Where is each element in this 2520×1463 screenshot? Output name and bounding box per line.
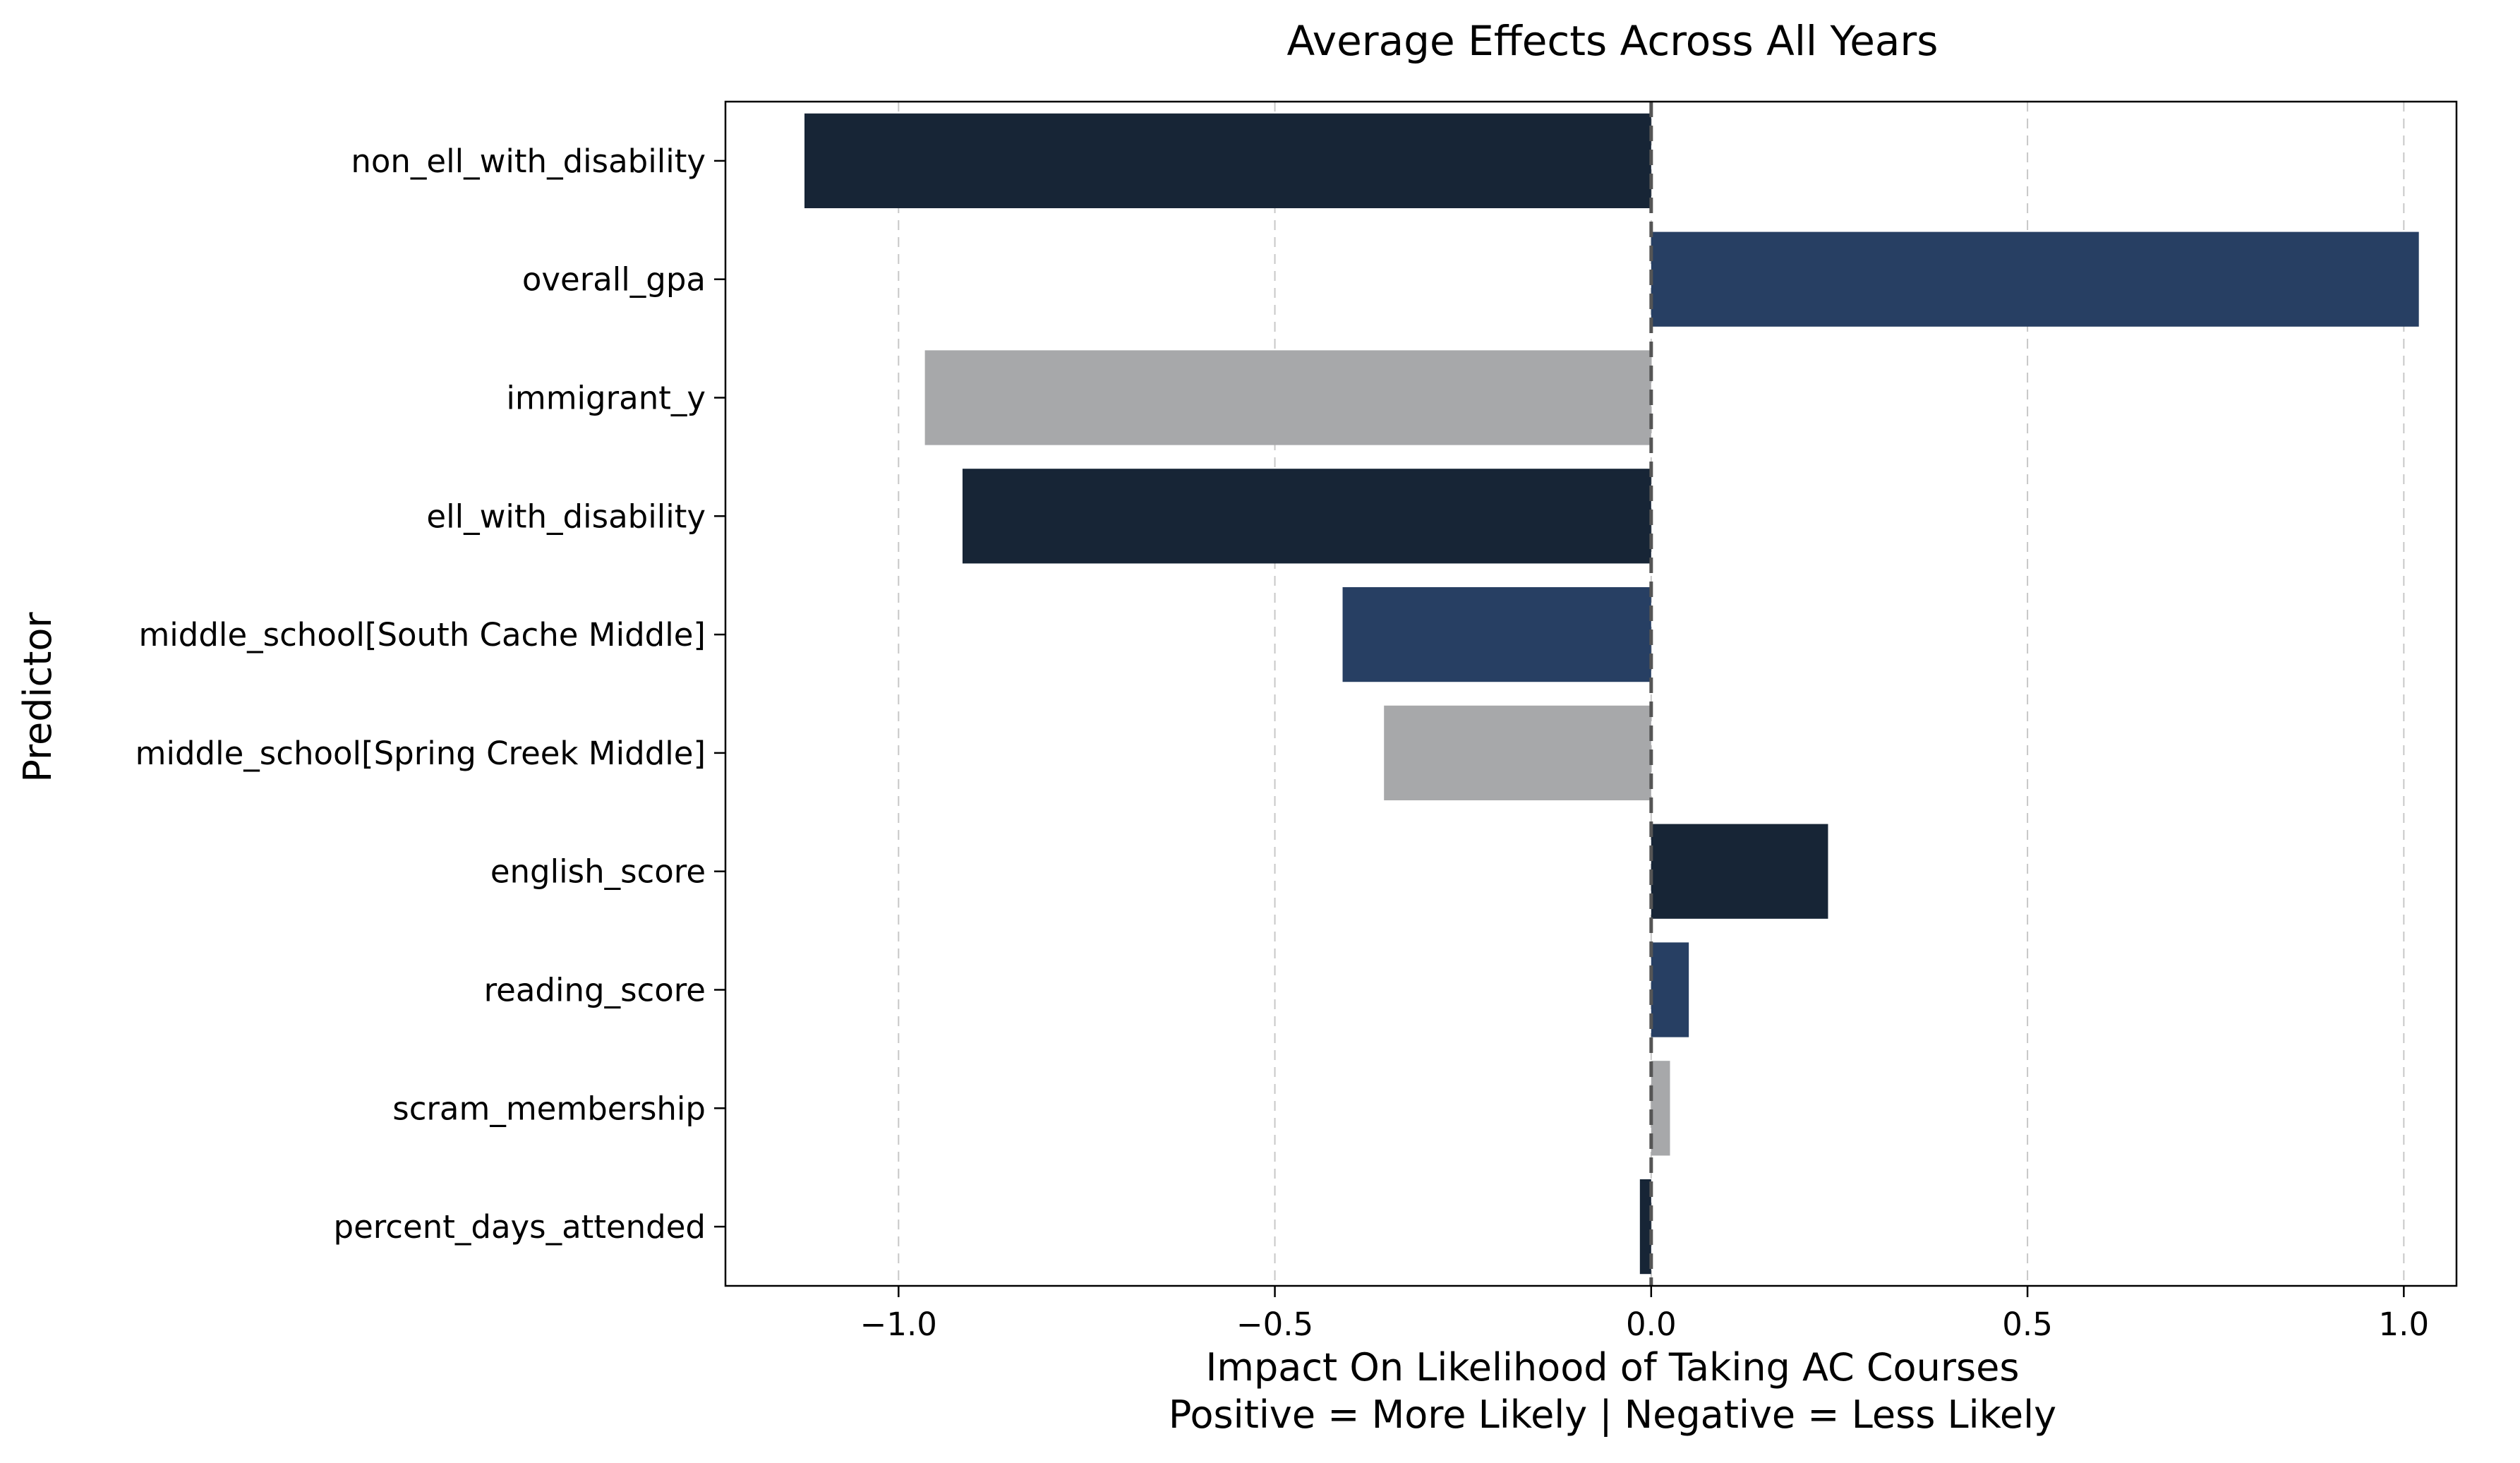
y-tick-label: ell_with_disability bbox=[426, 498, 706, 535]
x-tick-label: 0.5 bbox=[2002, 1306, 2053, 1343]
plot-frame bbox=[724, 100, 2458, 1287]
x-tick-label: 1.0 bbox=[2379, 1306, 2430, 1343]
chart-title: Average Effects Across All Years bbox=[1286, 17, 1938, 65]
x-tick-label: −0.5 bbox=[1236, 1306, 1313, 1343]
bars bbox=[804, 113, 2419, 1275]
y-tick-label: scram_membership bbox=[392, 1090, 706, 1127]
bar-non-ell-with-disability bbox=[804, 113, 1651, 209]
y-tick-label: middle_school[Spring Creek Middle] bbox=[135, 735, 706, 772]
bar-scram-membership bbox=[1651, 1061, 1670, 1156]
x-tick-label: 0.0 bbox=[1626, 1306, 1677, 1343]
bar-percent-days-attended bbox=[1639, 1179, 1651, 1275]
y-tick-label: overall_gpa bbox=[522, 261, 706, 299]
x-axis-label-line2: Positive = More Likely | Negative = Less… bbox=[1169, 1392, 2056, 1437]
y-tick-label: english_score bbox=[490, 853, 706, 891]
x-axis-label: Impact On Likelihood of Taking AC Course… bbox=[1205, 1345, 2019, 1390]
bar-middle-school-south-cache-middle- bbox=[1342, 586, 1651, 682]
y-tick-label: immigrant_y bbox=[506, 380, 706, 417]
y-tick-label: percent_days_attended bbox=[334, 1208, 706, 1246]
bar-english-score bbox=[1651, 824, 1828, 919]
bar-ell-with-disability bbox=[962, 469, 1651, 564]
y-axis: non_ell_with_disability overall_gpaimmigr… bbox=[135, 143, 725, 1246]
bar-immigrant-y bbox=[924, 350, 1651, 445]
bar-middle-school-spring-creek-middle- bbox=[1384, 705, 1651, 801]
bar-reading-score bbox=[1651, 942, 1689, 1037]
y-tick-label: middle_school[South Cache Middle] bbox=[138, 616, 706, 654]
y-axis-label: Predictor bbox=[16, 612, 60, 783]
bar-overall-gpa bbox=[1651, 231, 2419, 327]
x-tick-label: −1.0 bbox=[860, 1306, 937, 1343]
x-axis: −1.0 −0.5 0.0 0.5 1.0 bbox=[860, 1286, 2429, 1343]
y-tick-label: non_ell_with_disability bbox=[351, 143, 706, 180]
y-tick-label: reading_score bbox=[484, 972, 706, 1009]
